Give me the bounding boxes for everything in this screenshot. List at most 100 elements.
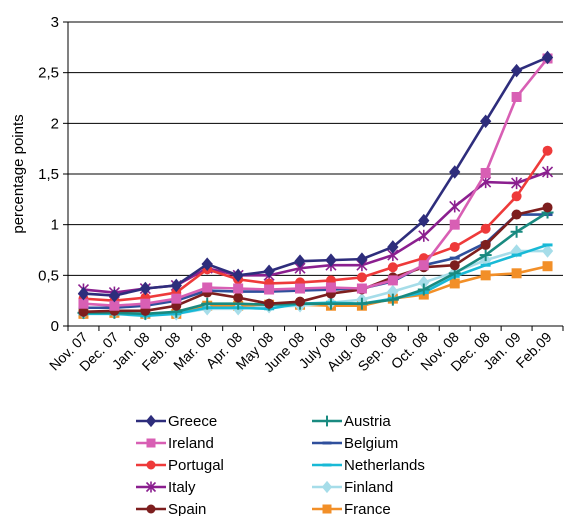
legend-marker: [321, 480, 333, 494]
data-point: [387, 262, 398, 273]
data-point: [295, 296, 306, 307]
data-point: [449, 278, 460, 289]
data-point: [510, 225, 523, 238]
y-axis-title: percentage points: [10, 114, 27, 233]
data-point: [386, 293, 399, 306]
data-point: [295, 283, 306, 294]
data-point: [480, 114, 492, 129]
data-point: [233, 283, 244, 294]
data-point: [542, 202, 553, 213]
y-tick-label: 3: [51, 14, 59, 31]
grid-lines: [63, 21, 563, 327]
legend: Greece Ireland Portugal Italy Spain Austria Be…: [136, 413, 425, 516]
series-line: [83, 57, 549, 308]
data-point: [109, 300, 120, 311]
data-point: [479, 249, 492, 262]
data-point: [78, 298, 89, 309]
y-tick-label: 1: [51, 217, 59, 234]
data-point: [449, 165, 461, 179]
data-point: [449, 260, 460, 271]
legend-item-netherlands: Netherlands: [312, 457, 425, 474]
data-point: [387, 275, 398, 286]
data-point: [355, 297, 368, 310]
data-point: [171, 293, 182, 304]
legend-label: Greece: [168, 413, 217, 430]
data-point: [233, 292, 244, 303]
data-point: [201, 257, 213, 271]
x-tick-marks: [67, 326, 564, 331]
series-line: [83, 56, 549, 297]
series-greece: [77, 50, 554, 303]
data-point: [139, 281, 151, 296]
legend-label: Netherlands: [344, 457, 425, 474]
data-point: [325, 282, 336, 293]
y-tick-label: 0,5: [38, 267, 59, 284]
data-point: [511, 209, 522, 220]
data-point: [480, 239, 491, 250]
data-point: [78, 306, 89, 317]
data-point: [201, 297, 214, 310]
legend-marker: [146, 460, 156, 470]
data-point: [541, 244, 554, 258]
legend-item-belgium: Belgium: [312, 435, 398, 452]
data-point: [418, 229, 430, 242]
data-point: [232, 268, 244, 283]
data-point: [542, 261, 553, 272]
y-tick-label: 2,5: [38, 65, 59, 82]
data-point: [263, 264, 275, 279]
x-tick-label: Feb.09: [513, 329, 555, 371]
data-point: [449, 219, 460, 230]
legend-item-spain: Spain: [136, 501, 206, 516]
data-point: [325, 253, 337, 267]
legend-marker: [145, 481, 157, 493]
legend-item-ireland: Ireland: [136, 435, 214, 452]
legend-item-greece: Greece: [136, 413, 217, 430]
legend-label: Italy: [168, 479, 196, 496]
data-point: [356, 252, 368, 266]
legend-item-portugal: Portugal: [136, 457, 224, 474]
data-point: [294, 254, 306, 268]
legend-label: Austria: [344, 413, 391, 430]
data-point: [511, 191, 522, 202]
data-point: [541, 165, 554, 178]
series-line: [83, 213, 548, 310]
data-point: [356, 272, 367, 283]
legend-label: Finland: [344, 479, 393, 496]
data-point: [108, 288, 121, 303]
legend-item-finland: Finland: [312, 479, 393, 496]
data-point: [510, 63, 523, 78]
data-point: [449, 200, 461, 213]
y-tick-label: 1,5: [38, 166, 59, 183]
legend-item-italy: Italy: [136, 479, 196, 496]
data-point: [480, 270, 491, 281]
data-point: [480, 167, 491, 178]
data-point: [170, 278, 182, 293]
legend-item-france: France: [312, 501, 391, 516]
legend-label: Belgium: [344, 435, 398, 452]
legend-item-austria: Austria: [312, 413, 391, 430]
legend-label: Spain: [168, 501, 206, 516]
legend-label: Portugal: [168, 457, 224, 474]
data-point: [511, 91, 522, 102]
data-point: [77, 286, 90, 301]
data-point: [417, 283, 430, 296]
legend-marker: [145, 414, 157, 428]
data-point: [264, 284, 275, 295]
data-point: [356, 283, 367, 294]
series-line: [83, 211, 549, 316]
data-point: [418, 213, 430, 228]
data-point: [542, 145, 553, 156]
series-line: [83, 206, 548, 314]
legend-marker: [146, 504, 156, 514]
legend-marker: [322, 504, 332, 514]
data-point: [264, 298, 275, 309]
data-point: [418, 260, 429, 271]
data-point: [324, 297, 337, 310]
legend-marker: [321, 415, 333, 427]
legend-marker: [146, 438, 156, 448]
legend-label: France: [344, 501, 391, 516]
data-point: [140, 298, 151, 309]
data-point: [511, 268, 522, 279]
